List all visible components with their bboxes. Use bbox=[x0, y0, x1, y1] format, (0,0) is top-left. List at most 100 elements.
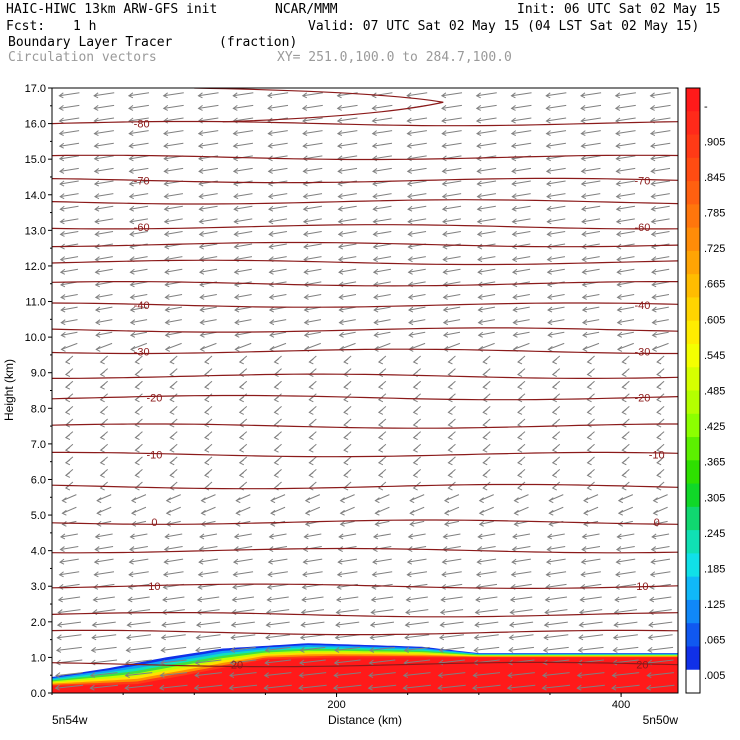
contour-line-tropopause bbox=[194, 88, 444, 123]
wind-vector bbox=[650, 193, 670, 200]
wind-vector bbox=[268, 293, 287, 300]
wind-vector bbox=[338, 293, 357, 300]
wind-vector bbox=[475, 117, 497, 124]
wind-vector bbox=[371, 104, 393, 111]
colorbar-label: .545 bbox=[704, 350, 725, 362]
wind-vector bbox=[269, 342, 287, 352]
contour-label: -70 bbox=[634, 176, 650, 188]
wind-vector bbox=[238, 393, 248, 403]
wind-vector bbox=[511, 268, 531, 275]
wind-vector bbox=[443, 494, 460, 504]
wind-vector bbox=[128, 155, 149, 162]
wind-vector bbox=[268, 268, 287, 275]
wind-vector bbox=[343, 456, 352, 466]
wind-vector bbox=[621, 431, 630, 441]
wind-vector bbox=[198, 205, 218, 212]
wind-vector bbox=[546, 230, 566, 237]
wind-vector bbox=[268, 218, 288, 225]
wind-vector bbox=[405, 609, 429, 616]
contour-line bbox=[52, 629, 678, 636]
wind-vector bbox=[308, 456, 317, 466]
wind-vector bbox=[650, 558, 671, 565]
wind-vector bbox=[232, 130, 254, 137]
wind-vector bbox=[59, 218, 79, 225]
wind-vector bbox=[447, 481, 456, 491]
wind-vector bbox=[551, 481, 561, 491]
wind-vector bbox=[91, 634, 117, 641]
contour-label: -70 bbox=[134, 176, 150, 188]
fcst-label: Fcst: bbox=[6, 19, 46, 34]
wind-vector bbox=[373, 331, 391, 338]
wind-vector bbox=[551, 380, 561, 390]
wind-vector bbox=[169, 406, 178, 415]
wind-vector bbox=[99, 443, 108, 453]
wind-vector bbox=[652, 506, 668, 516]
wind-vector bbox=[238, 481, 248, 491]
wind-vector bbox=[404, 621, 429, 628]
wind-vector bbox=[615, 193, 636, 200]
wind-vector bbox=[551, 406, 561, 415]
wind-vector bbox=[134, 368, 143, 378]
wind-vector bbox=[478, 520, 494, 527]
contour-line bbox=[52, 547, 678, 554]
wind-vector bbox=[159, 672, 188, 679]
wind-vector bbox=[615, 218, 635, 225]
wind-vector bbox=[163, 205, 183, 212]
y-tick-label: 5.0 bbox=[31, 510, 46, 522]
wind-vector bbox=[337, 142, 358, 149]
wind-vector bbox=[406, 571, 428, 578]
wind-vector bbox=[412, 418, 421, 428]
wind-vector bbox=[517, 481, 526, 491]
wind-vector bbox=[95, 342, 113, 352]
wind-vector bbox=[408, 319, 426, 326]
wind-vector bbox=[134, 443, 143, 453]
wind-vector bbox=[302, 130, 323, 137]
wind-vector bbox=[299, 646, 326, 653]
wind-vector bbox=[234, 342, 252, 352]
y-tick-label: 10.0 bbox=[25, 332, 46, 344]
wind-vector bbox=[56, 621, 82, 628]
wind-vector bbox=[129, 218, 149, 225]
wind-vector bbox=[473, 634, 499, 641]
wind-vector bbox=[407, 218, 427, 225]
wind-vector bbox=[621, 456, 630, 466]
wind-vector bbox=[234, 319, 252, 326]
wind-vector bbox=[580, 130, 601, 137]
colorbar-label: .005 bbox=[704, 670, 725, 682]
wind-vector bbox=[517, 431, 526, 441]
wind-vector bbox=[407, 306, 426, 313]
wind-vector bbox=[412, 469, 421, 478]
wind-vector bbox=[303, 230, 322, 237]
wind-vector bbox=[302, 205, 323, 212]
wind-vector bbox=[99, 418, 108, 428]
wind-vector bbox=[442, 268, 461, 275]
wind-vector bbox=[93, 130, 114, 137]
wind-vector bbox=[204, 380, 213, 390]
wind-vector bbox=[442, 256, 461, 263]
wind-vector bbox=[304, 494, 321, 504]
wind-vector bbox=[371, 130, 393, 137]
wind-vector bbox=[343, 368, 352, 378]
wind-vector bbox=[370, 609, 394, 616]
wind-vector bbox=[476, 142, 497, 149]
wind-vector bbox=[128, 558, 149, 565]
wind-vector bbox=[403, 646, 430, 653]
wind-vector bbox=[517, 393, 526, 403]
temperature-contours: -80 -70 -70 -60 -60 -40 -40 -30 -30 -20 -20 -10 -10 0… bbox=[52, 88, 678, 672]
wind-vector bbox=[336, 571, 358, 578]
wind-vector bbox=[89, 684, 118, 691]
wind-vector bbox=[338, 306, 356, 313]
contour-label: -40 bbox=[634, 300, 650, 312]
wind-vector bbox=[441, 180, 462, 187]
colorbar-swatch bbox=[686, 553, 700, 578]
wind-vector bbox=[373, 306, 391, 313]
wind-vector bbox=[233, 193, 253, 200]
colorbar-label: .785 bbox=[704, 208, 725, 220]
wind-vector bbox=[649, 130, 671, 137]
wind-vector bbox=[94, 546, 114, 552]
wind-vector bbox=[301, 92, 323, 99]
wind-vector bbox=[164, 293, 183, 300]
wind-vector bbox=[475, 92, 497, 99]
wind-vector bbox=[338, 331, 356, 338]
wind-vector bbox=[621, 418, 630, 428]
